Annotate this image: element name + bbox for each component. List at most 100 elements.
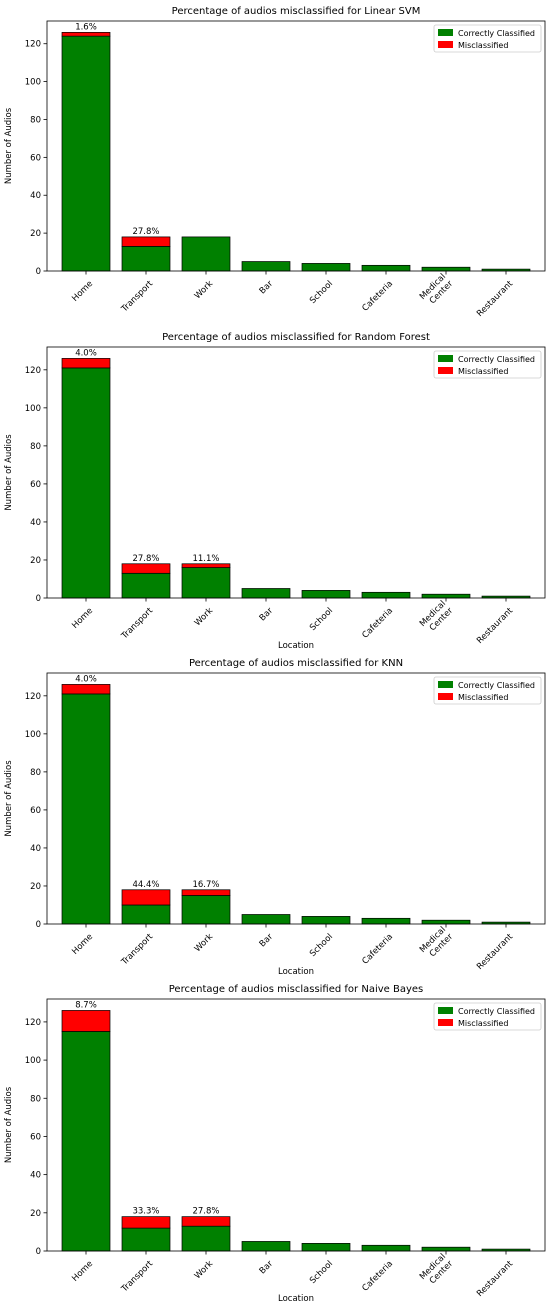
bar-misclassified — [121, 563, 171, 574]
bar-correct — [121, 1227, 171, 1252]
y-tick-label: 20 — [30, 556, 41, 566]
bar-correct — [121, 572, 171, 599]
legend-swatch — [438, 41, 453, 48]
x-tick-label: Restaurant — [475, 279, 515, 319]
legend: Correctly Classified Misclassified — [433, 350, 542, 379]
x-tick-label: Bar — [258, 932, 276, 950]
bar-correct — [301, 590, 351, 599]
y-axis-label: Number of Audios — [4, 434, 14, 511]
bar-percent-label: 8.7% — [75, 1000, 97, 1010]
legend: Correctly Classified Misclassified — [433, 24, 542, 53]
legend: Correctly Classified Misclassified — [433, 1002, 542, 1031]
x-tick-label: MedicalCenter — [418, 1252, 456, 1290]
x-tick-label: MedicalCenter — [418, 599, 456, 637]
bar-correct — [121, 246, 171, 272]
bar-correct — [181, 567, 231, 599]
x-tick-label: Bar — [258, 279, 276, 297]
plot-frame — [46, 20, 546, 272]
legend-label: Misclassified — [458, 693, 508, 702]
x-tick-label: Home — [70, 606, 95, 631]
x-tick-label: MedicalCenter — [418, 925, 456, 963]
x-tick-label: Home — [70, 1259, 95, 1284]
legend-label: Correctly Classified — [458, 29, 535, 38]
legend-label: Correctly Classified — [458, 681, 535, 690]
y-tick-label: 60 — [30, 1132, 41, 1142]
x-tick-label: School — [308, 1259, 335, 1286]
y-tick-label: 100 — [25, 1056, 41, 1066]
y-tick-label: 60 — [30, 153, 41, 163]
bar-misclassified — [181, 563, 231, 568]
y-axis-label: Number of Audios — [4, 107, 14, 184]
bar-correct — [301, 1243, 351, 1252]
bar-correct — [301, 263, 351, 272]
y-axis-label: Number of Audios — [4, 760, 14, 837]
bar-correct — [181, 1225, 231, 1252]
legend-label: Misclassified — [458, 1019, 508, 1028]
x-tick-label: School — [308, 606, 335, 633]
bar-percent-label: 27.8% — [132, 554, 159, 564]
x-tick-label: School — [308, 932, 335, 959]
plot-frame — [46, 672, 546, 925]
y-tick-label: 40 — [30, 1171, 41, 1181]
x-tick-label: Transport — [119, 606, 155, 642]
bar-correct — [421, 593, 471, 599]
y-tick-label: 0 — [36, 920, 41, 930]
chart-title: Percentage of audios misclassified for K… — [189, 658, 403, 669]
x-tick-label: Restaurant — [475, 606, 515, 646]
bar-correct — [361, 591, 411, 599]
bar-correct — [361, 264, 411, 272]
bar-correct — [241, 261, 291, 272]
chart-title: Percentage of audios misclassified for R… — [162, 332, 430, 343]
chart-title: Percentage of audios misclassified for L… — [172, 6, 421, 17]
bar-percent-label: 4.0% — [75, 674, 97, 684]
chart-panel-1: Percentage of audios misclassified for L… — [4, 6, 546, 319]
y-tick-label: 60 — [30, 806, 41, 816]
legend-box — [433, 24, 542, 53]
bar-misclassified — [121, 236, 171, 247]
x-tick-label: School — [308, 279, 335, 306]
y-tick-label: 60 — [30, 480, 41, 490]
bar-correct — [61, 35, 111, 272]
x-tick-label: Cafeteria — [360, 932, 395, 967]
bar-correct — [421, 266, 471, 272]
bar-correct — [61, 693, 111, 925]
legend-swatch — [438, 693, 453, 700]
x-tick-label: Cafeteria — [360, 279, 395, 314]
bar-percent-label: 33.3% — [132, 1207, 159, 1217]
bar-correct — [241, 1241, 291, 1252]
x-axis-label: Location — [278, 641, 314, 651]
bar-misclassified — [181, 1216, 231, 1227]
y-tick-label: 40 — [30, 844, 41, 854]
x-tick-label: Cafeteria — [360, 1259, 395, 1294]
legend-swatch — [438, 355, 453, 362]
bar-correct — [61, 1031, 111, 1252]
bar-correct — [241, 914, 291, 925]
y-tick-label: 80 — [30, 442, 41, 452]
y-tick-label: 100 — [25, 404, 41, 414]
y-tick-label: 40 — [30, 518, 41, 528]
bar-correct — [181, 236, 231, 272]
bar-misclassified — [181, 889, 231, 896]
bar-percent-label: 27.8% — [132, 227, 159, 237]
y-tick-label: 20 — [30, 882, 41, 892]
bar-misclassified — [61, 1010, 111, 1032]
bar-correct — [181, 895, 231, 925]
y-tick-label: 0 — [36, 267, 41, 277]
x-tick-label: Bar — [258, 606, 276, 624]
bar-correct — [421, 919, 471, 925]
bar-misclassified — [61, 684, 111, 695]
y-tick-label: 120 — [25, 1018, 41, 1028]
y-tick-label: 120 — [25, 40, 41, 50]
x-tick-label: Home — [70, 279, 95, 304]
bar-percent-label: 27.8% — [192, 1207, 219, 1217]
bar-correct — [241, 588, 291, 599]
y-tick-label: 80 — [30, 1094, 41, 1104]
x-tick-label: Work — [193, 606, 215, 628]
bar-correct — [121, 904, 171, 925]
legend-swatch — [438, 1007, 453, 1014]
x-tick-label: Work — [193, 279, 215, 301]
legend-swatch — [438, 1019, 453, 1026]
x-tick-label: MedicalCenter — [418, 272, 456, 310]
plot-frame — [46, 998, 546, 1252]
